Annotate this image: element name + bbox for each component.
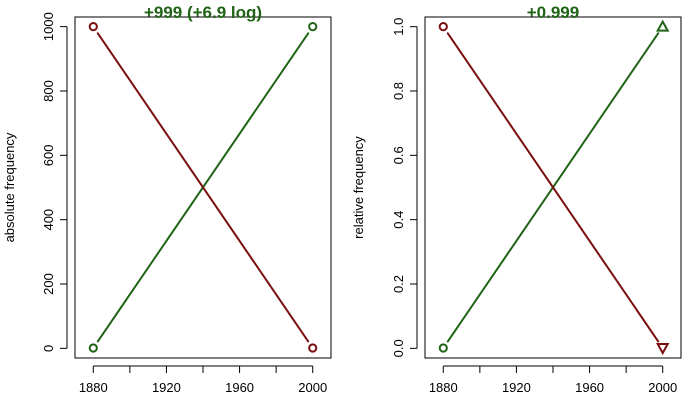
x-tick-label: 1920 — [152, 380, 181, 395]
marker-circle — [88, 343, 98, 353]
marker-triangle-down — [656, 343, 670, 356]
panel-relative-frequency: 1880 1920 1960 2000 0.0 0.2 0.4 0.6 0.8 1.0 relati… — [351, 3, 682, 395]
x-tick-label: 1880 — [429, 380, 458, 395]
y-tick-label: 0 — [41, 345, 56, 352]
x-tick-label: 1960 — [575, 380, 604, 395]
x-tick-label: 2000 — [298, 380, 327, 395]
y-tick-label: 1.0 — [391, 18, 406, 36]
plot-frame — [74, 16, 332, 359]
series-line-falling — [446, 32, 660, 343]
marker-circle — [88, 22, 98, 32]
y-tick-label: 0.6 — [391, 146, 406, 164]
y-axis-label: absolute frequency — [2, 132, 17, 242]
marker-triangle-up — [656, 19, 670, 32]
panel-title: +999 (+6.9 log) — [144, 3, 262, 22]
y-tick-label: 0.2 — [391, 275, 406, 293]
y-tick-label: 600 — [41, 144, 56, 166]
y-tick-label: 800 — [41, 80, 56, 102]
plot-frame — [424, 16, 682, 359]
marker-circle — [308, 343, 318, 353]
y-axis-label: relative frequency — [351, 136, 366, 239]
y-tick-label: 1000 — [41, 12, 56, 41]
panel-title: +0.999 — [527, 3, 579, 22]
x-tick-label: 1880 — [79, 380, 108, 395]
y-tick-label: 0.4 — [391, 211, 406, 229]
y-tick-label: 0.0 — [391, 339, 406, 357]
series-line-falling — [96, 32, 310, 343]
x-tick-label: 1960 — [225, 380, 254, 395]
marker-circle — [438, 22, 448, 32]
x-tick-label: 2000 — [648, 380, 677, 395]
panel-absolute-frequency: 1880 1920 1960 2000 0 200 400 600 800 1000 absolut… — [2, 3, 332, 395]
y-tick-label: 400 — [41, 209, 56, 231]
x-tick-label: 1920 — [502, 380, 531, 395]
y-tick-label: 0.8 — [391, 82, 406, 100]
y-tick-label: 200 — [41, 273, 56, 295]
marker-circle — [308, 22, 318, 32]
marker-circle — [438, 343, 448, 353]
